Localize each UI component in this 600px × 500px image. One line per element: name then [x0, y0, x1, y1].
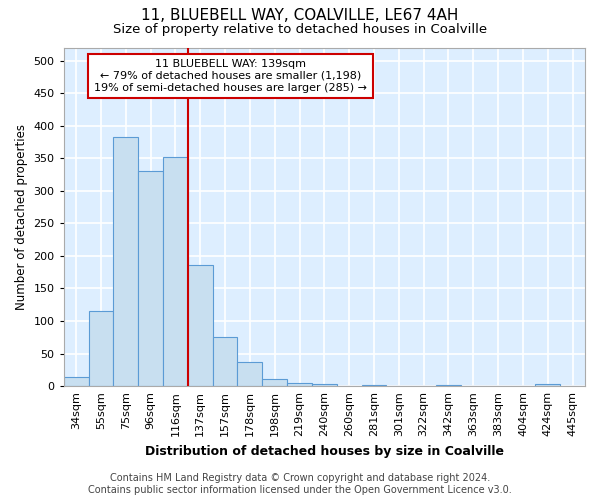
- Text: 11, BLUEBELL WAY, COALVILLE, LE67 4AH: 11, BLUEBELL WAY, COALVILLE, LE67 4AH: [142, 8, 458, 22]
- Text: 11 BLUEBELL WAY: 139sqm
← 79% of detached houses are smaller (1,198)
19% of semi: 11 BLUEBELL WAY: 139sqm ← 79% of detache…: [94, 60, 367, 92]
- Bar: [362, 385, 386, 386]
- Bar: [89, 310, 113, 386]
- Bar: [262, 379, 287, 386]
- Bar: [64, 377, 89, 386]
- Bar: [163, 157, 188, 386]
- Bar: [188, 265, 212, 386]
- Text: Contains HM Land Registry data © Crown copyright and database right 2024.
Contai: Contains HM Land Registry data © Crown c…: [88, 474, 512, 495]
- Bar: [113, 136, 138, 386]
- Bar: [287, 383, 312, 386]
- Bar: [238, 362, 262, 386]
- Bar: [138, 171, 163, 386]
- Bar: [535, 384, 560, 386]
- Text: Size of property relative to detached houses in Coalville: Size of property relative to detached ho…: [113, 22, 487, 36]
- Bar: [312, 384, 337, 386]
- X-axis label: Distribution of detached houses by size in Coalville: Distribution of detached houses by size …: [145, 444, 504, 458]
- Bar: [212, 338, 238, 386]
- Bar: [436, 385, 461, 386]
- Y-axis label: Number of detached properties: Number of detached properties: [15, 124, 28, 310]
